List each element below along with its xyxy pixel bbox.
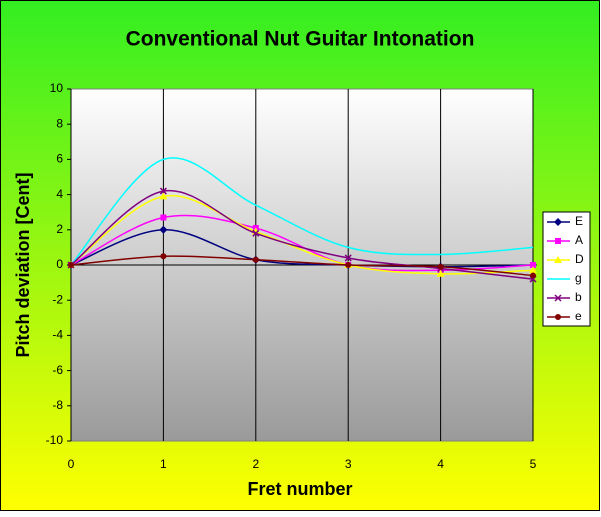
legend-label: A	[575, 233, 583, 247]
x-axis-label: Fret number	[247, 479, 352, 499]
series-line	[70, 157, 534, 266]
y-tick-label: -6	[52, 363, 63, 377]
y-tick-label: 0	[56, 257, 63, 271]
y-tick-label: 2	[56, 222, 63, 236]
chart-title: Conventional Nut Guitar Intonation	[126, 28, 475, 51]
x-tick-label: 4	[437, 457, 444, 471]
series-line	[70, 189, 534, 280]
y-tick-label: 6	[56, 152, 63, 166]
marker	[344, 254, 352, 262]
marker	[554, 294, 562, 302]
series-line	[70, 255, 534, 277]
y-tick-label: -10	[46, 433, 64, 447]
marker	[159, 225, 168, 234]
marker	[554, 256, 562, 263]
x-tick-label: 0	[68, 457, 75, 471]
x-tick-label: 5	[530, 457, 537, 471]
marker	[436, 269, 445, 277]
x-tick-label: 1	[160, 457, 167, 471]
marker	[160, 253, 167, 260]
marker	[555, 314, 561, 320]
marker	[530, 262, 536, 268]
series-line	[70, 214, 534, 272]
marker	[160, 214, 167, 221]
marker	[555, 238, 561, 244]
marker	[159, 192, 168, 200]
legend-label: b	[575, 290, 582, 304]
marker	[252, 229, 260, 237]
marker	[554, 218, 562, 226]
legend-label: E	[575, 214, 583, 228]
marker	[529, 266, 537, 274]
y-tick-label: -4	[52, 328, 63, 342]
legend-label: D	[575, 252, 584, 266]
marker	[530, 272, 536, 279]
y-tick-label: 10	[50, 81, 64, 95]
x-tick-label: 3	[345, 457, 352, 471]
legend-label: e	[575, 309, 582, 323]
y-tick-label: -2	[52, 292, 63, 306]
y-tick-label: -8	[52, 398, 63, 412]
marker	[252, 256, 259, 263]
marker	[437, 263, 444, 270]
marker	[345, 262, 352, 268]
x-tick-label: 2	[252, 457, 259, 471]
marker	[68, 262, 74, 268]
marker	[159, 187, 167, 195]
y-axis-label: Pitch deviation [Cent]	[13, 172, 33, 357]
legend-label: g	[575, 271, 582, 285]
y-tick-label: 8	[56, 116, 63, 130]
legend	[542, 211, 591, 327]
y-tick-label: 4	[56, 187, 63, 201]
series-line	[70, 194, 534, 275]
